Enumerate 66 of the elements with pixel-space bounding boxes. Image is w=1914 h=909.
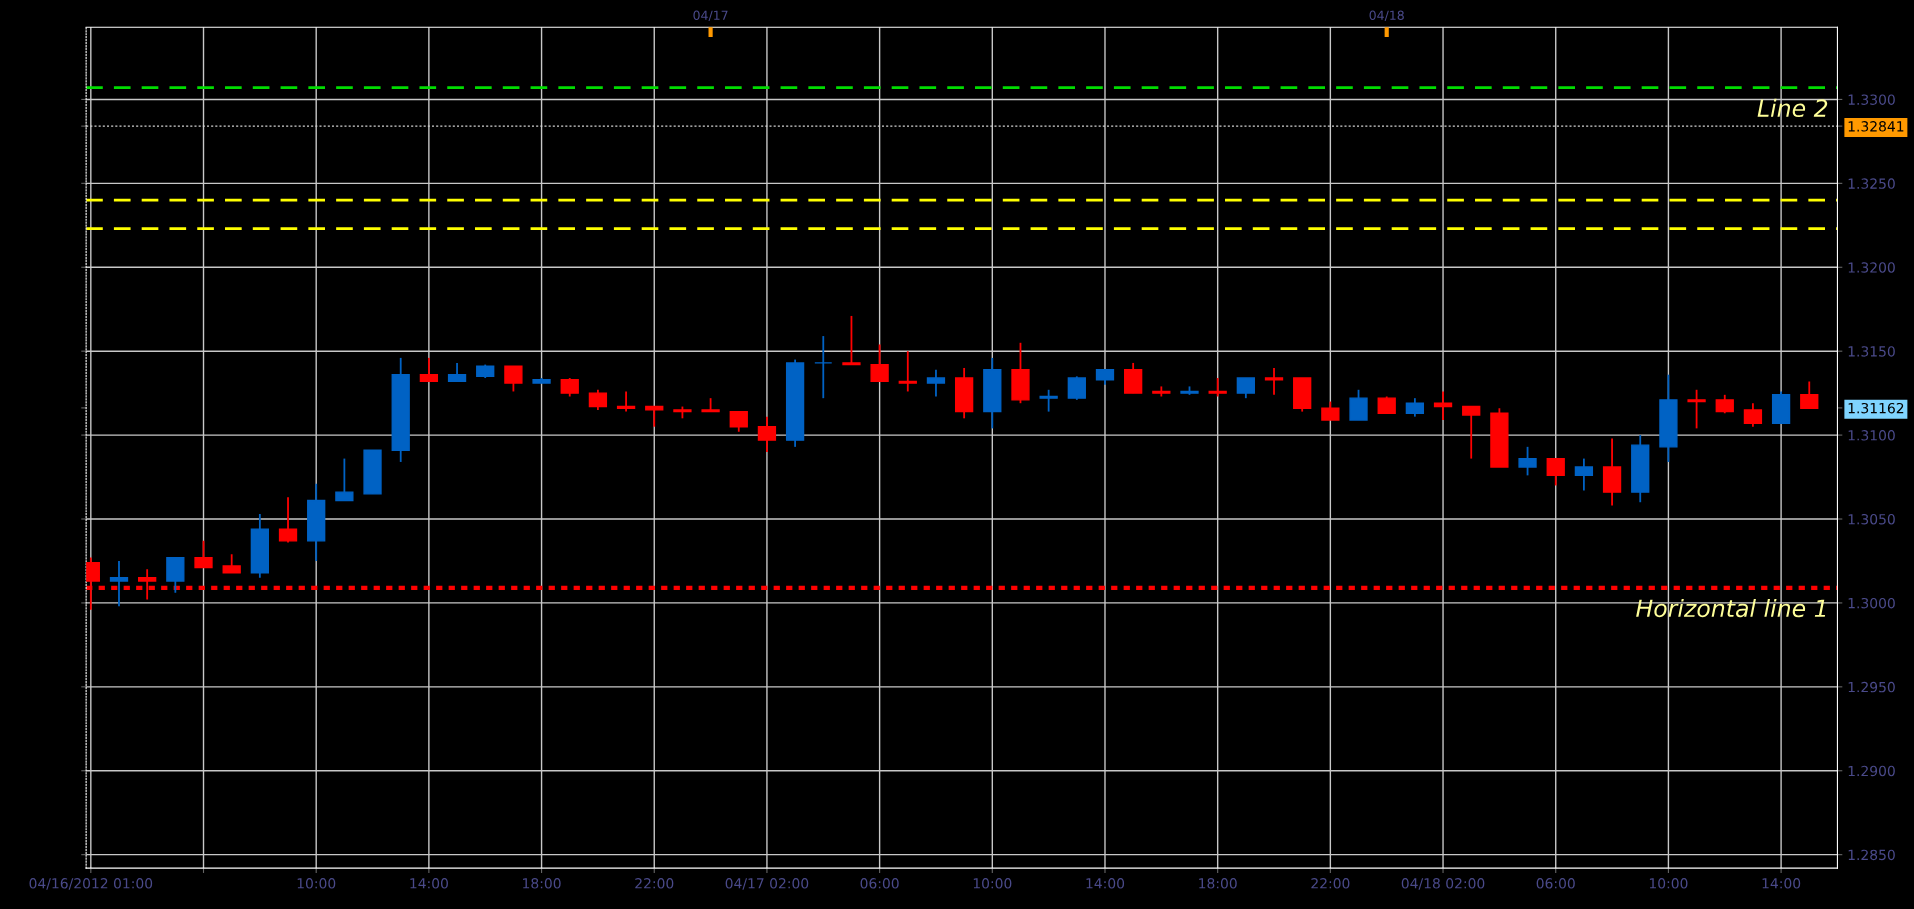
y-tick-label: 1.3050 — [1848, 513, 1895, 525]
y-tick-label: 1.3300 — [1848, 94, 1895, 105]
candlestick — [1124, 362, 1143, 395]
candlestick — [1349, 388, 1368, 421]
candlestick — [588, 388, 608, 411]
candlestick — [1574, 457, 1594, 492]
candlestick — [1039, 388, 1058, 413]
x-tick-label: 04/16/2012 01:00 — [29, 878, 153, 890]
candlestick — [222, 553, 241, 574]
x-tick-label: 18:00 — [1199, 878, 1237, 889]
candlestick — [870, 343, 889, 383]
candlestick — [898, 350, 917, 393]
x2-tick-label: 04/17 — [693, 10, 728, 21]
y-tick-label: 1.3200 — [1848, 262, 1895, 273]
candlestick — [1687, 388, 1706, 430]
candlestick — [645, 405, 664, 428]
candlestick — [1405, 397, 1425, 418]
x-tick-label: 10:00 — [973, 878, 1012, 889]
x-tick-label: 14:00 — [1762, 878, 1801, 889]
x-tick-label: 06:00 — [1536, 878, 1575, 889]
y-tick-label: 1.3000 — [1848, 597, 1895, 609]
x-tick-label: 22:00 — [1311, 878, 1350, 889]
y-tick-label: 1.2850 — [1848, 849, 1895, 861]
candlestick — [1800, 380, 1819, 410]
x-tick-label: 06:00 — [860, 878, 899, 889]
candlestick — [1067, 375, 1086, 401]
candlestick — [1546, 457, 1565, 487]
candlestick — [447, 362, 467, 383]
x-tick-label: 10:00 — [297, 878, 336, 889]
candlestick — [1208, 377, 1227, 398]
candlestick — [166, 556, 185, 594]
x-tick-label: 14:00 — [410, 878, 448, 889]
x-tick-label: 04/18 02:00 — [1401, 878, 1485, 890]
x2-tick-label: 04/18 — [1369, 10, 1404, 21]
candlestick — [419, 356, 439, 383]
candlestick — [1236, 377, 1255, 400]
candlestick — [1518, 445, 1537, 477]
candlestick — [560, 377, 579, 398]
y-tick-label: 1.3100 — [1848, 430, 1895, 441]
candlestick — [1462, 405, 1481, 460]
candlestick — [1715, 393, 1734, 415]
candlestick — [842, 315, 861, 366]
x-tick-label: 04/17 02:00 — [725, 878, 809, 890]
x-tick-label: 22:00 — [635, 878, 674, 889]
y-tick-label: 1.31162 — [1848, 402, 1904, 414]
y-tick-label: 1.3150 — [1848, 346, 1895, 357]
x-tick-label: 18:00 — [523, 878, 561, 889]
candlestick — [757, 415, 777, 453]
candlestick — [1743, 402, 1763, 428]
candlestick — [504, 365, 523, 393]
candlestick — [926, 368, 946, 398]
x-tick-label: 10:00 — [1649, 878, 1688, 889]
candlestick — [109, 560, 129, 608]
candlestick — [814, 335, 833, 400]
x-tick-label: 14:00 — [1086, 878, 1125, 889]
candlestick — [278, 496, 298, 544]
candlestick — [335, 457, 354, 502]
candlestick — [729, 410, 748, 433]
candlestick — [194, 539, 213, 569]
candlestick — [616, 390, 636, 413]
y-tick-label: 1.32841 — [1848, 121, 1904, 132]
y-tick-label: 1.3250 — [1848, 178, 1895, 189]
y-tick-label: 1.2900 — [1848, 765, 1895, 777]
y-tick-label: 1.2950 — [1848, 681, 1895, 693]
candlestick — [1321, 400, 1340, 421]
candlestick — [1264, 367, 1284, 396]
